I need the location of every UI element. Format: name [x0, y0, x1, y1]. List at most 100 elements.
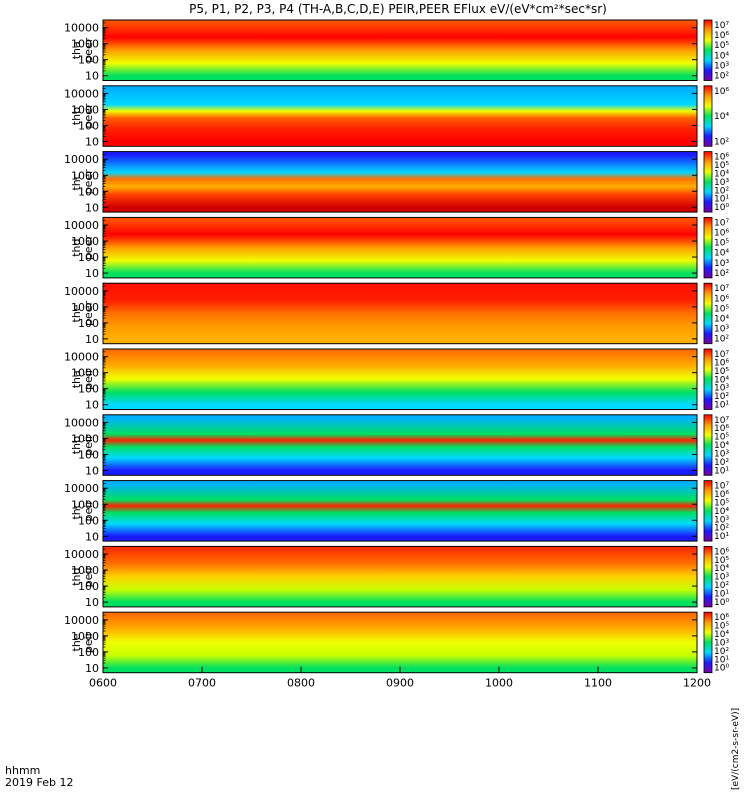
colorbar-tick-label: 10⁰ — [714, 598, 729, 608]
x-axis: 0600 0700 0800 0900 1000 1100 1200 — [89, 666, 711, 690]
y-tick-label: 1000 — [71, 38, 99, 51]
colorbar-tick-label: 10² — [714, 524, 729, 534]
colorbar-tick-label: 10² — [714, 72, 729, 82]
colorbar — [703, 85, 713, 147]
colorbar — [703, 282, 713, 345]
spectrogram-panel: 10 100 1000 10000 tha peir 10⁷10⁶10⁵10⁴10³10²1… — [64, 348, 729, 412]
panel-label-probe: the — [70, 633, 83, 651]
y-tick-label: 100 — [78, 185, 99, 198]
panel-label-instrument: peer — [82, 300, 95, 326]
spectrogram-fill — [103, 414, 697, 476]
colorbar-tick-label: 10⁶ — [714, 153, 729, 163]
spectrogram-fill — [103, 349, 697, 410]
y-tick-label: 100 — [78, 383, 99, 396]
colorbar-tick-label: 10⁰ — [714, 664, 729, 674]
x-tick-label: 1100 — [584, 677, 612, 690]
y-tick-label: 100 — [78, 514, 99, 527]
panel-label-probe: thd — [70, 568, 83, 586]
colorbar-tick-label: 10⁵ — [714, 556, 729, 566]
y-tick-label: 10000 — [64, 153, 99, 166]
x-tick-label: 0800 — [287, 677, 315, 690]
colorbar-tick-label: 10³ — [714, 638, 729, 648]
colorbar-tick-label: 10⁵ — [714, 239, 729, 249]
colorbar-tick-label: 10³ — [714, 61, 729, 71]
panel-label-instrument: peir — [82, 368, 95, 390]
x-tick-label: 0600 — [89, 677, 117, 690]
y-tick-label: 10 — [85, 333, 99, 346]
colorbar-tick-label: 10² — [714, 458, 729, 468]
colorbar — [703, 216, 713, 279]
colorbar-tick-label: 10⁶ — [714, 87, 729, 97]
y-tick-label: 10000 — [64, 351, 99, 364]
x-tick-label: 0700 — [188, 677, 216, 690]
y-tick-label: 1000 — [71, 367, 99, 380]
y-tick-label: 10 — [85, 464, 99, 477]
colorbar-tick-label: 10¹ — [714, 589, 729, 599]
spectrogram-fill — [103, 217, 697, 278]
spectrogram-fill — [103, 480, 697, 542]
colorbar-tick-label: 10¹ — [714, 195, 729, 205]
colorbar-tick-label: 10⁴ — [714, 564, 729, 574]
colorbar-tick-label: 10⁶ — [714, 490, 729, 500]
y-tick-label: 10 — [85, 135, 99, 148]
colorbar-tick-label: 10⁷ — [714, 416, 729, 426]
colorbar-tick-label: 10⁴ — [714, 441, 729, 451]
panel-label-probe: tha — [70, 41, 83, 59]
y-tick-label: 10000 — [64, 416, 99, 429]
y-tick-label: 10 — [85, 399, 99, 412]
y-tick-label: 100 — [78, 317, 99, 330]
colorbar-tick-label: 10³ — [714, 384, 729, 394]
panel-label-probe: thc — [70, 502, 83, 519]
colorbar-tick-label: 10³ — [714, 259, 729, 269]
chart-title: P5, P1, P2, P3, P4 (TH-A,B,C,D,E) PEIR,P… — [189, 2, 607, 16]
colorbar — [703, 19, 713, 81]
spectrogram-panel: 10 100 1000 10000 the peir 10⁶10⁵10⁴10³10²10¹1… — [64, 611, 729, 675]
spectrogram-fill — [103, 283, 697, 344]
y-tick-label: 10 — [85, 70, 99, 83]
y-tick-label: 100 — [78, 119, 99, 132]
colorbar — [703, 348, 713, 410]
colorbar-tick-label: 10³ — [714, 515, 729, 525]
panel-label-instrument: peer — [82, 37, 95, 63]
colorbar-unit-label: [eV/(cm2-s-sr-eV)] — [731, 708, 741, 790]
x-tick-label: 0900 — [386, 677, 414, 690]
panel-label-probe: thd — [70, 239, 83, 257]
y-tick-label: 1000 — [71, 432, 99, 445]
y-tick-label: 10000 — [64, 219, 99, 232]
y-tick-label: 10 — [85, 662, 99, 675]
colorbar-tick-label: 10² — [714, 647, 729, 657]
x-tick-label: 1200 — [683, 677, 711, 690]
spectrogram-panel: 10 100 1000 10000 thd peir 10⁶10⁵10⁴10³10²10¹1… — [64, 545, 729, 609]
y-tick-label: 100 — [78, 646, 99, 659]
y-tick-label: 10000 — [64, 87, 99, 100]
panel-label-instrument: peir — [82, 631, 95, 653]
y-tick-label: 100 — [78, 580, 99, 593]
colorbar-tick-label: 10⁶ — [714, 294, 729, 304]
y-tick-label: 1000 — [71, 103, 99, 116]
colorbar-tick-label: 10⁴ — [714, 630, 729, 640]
colorbar-tick-label: 10⁴ — [714, 507, 729, 517]
colorbar-tick-label: 10⁶ — [714, 31, 729, 41]
panel-label-probe: thb — [70, 436, 83, 454]
panel-label-instrument: peer — [82, 169, 95, 195]
y-tick-label: 10000 — [64, 285, 99, 298]
colorbar-tick-label: 10⁵ — [714, 622, 729, 632]
colorbar-tick-label: 10³ — [714, 449, 729, 459]
y-tick-label: 1000 — [71, 301, 99, 314]
y-tick-label: 1000 — [71, 498, 99, 511]
colorbar-tick-label: 10⁵ — [714, 304, 729, 314]
colorbar-tick-label: 10⁶ — [714, 613, 729, 623]
panel-label-probe: tha — [70, 370, 83, 388]
colorbar-tick-label: 10¹ — [714, 401, 729, 411]
y-tick-label: 1000 — [71, 564, 99, 577]
date-label: 2019 Feb 12 — [5, 776, 73, 789]
y-tick-label: 100 — [78, 251, 99, 264]
colorbar-tick-label: 10⁵ — [714, 433, 729, 443]
y-tick-label: 10 — [85, 596, 99, 609]
spectrogram-panel: 10 100 1000 10000 thc peir 10⁷10⁶10⁵10⁴10³10²1… — [64, 480, 729, 543]
colorbar-tick-label: 10⁷ — [714, 21, 729, 31]
